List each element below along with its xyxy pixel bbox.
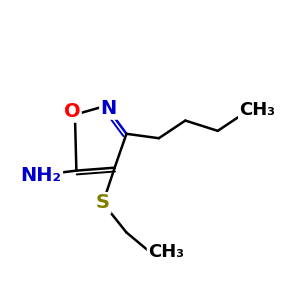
Text: S: S <box>96 194 110 212</box>
Text: NH₂: NH₂ <box>21 166 62 184</box>
Text: CH₃: CH₃ <box>148 243 184 261</box>
Text: O: O <box>64 102 80 121</box>
Text: N: N <box>101 99 117 118</box>
Text: CH₃: CH₃ <box>239 101 275 119</box>
